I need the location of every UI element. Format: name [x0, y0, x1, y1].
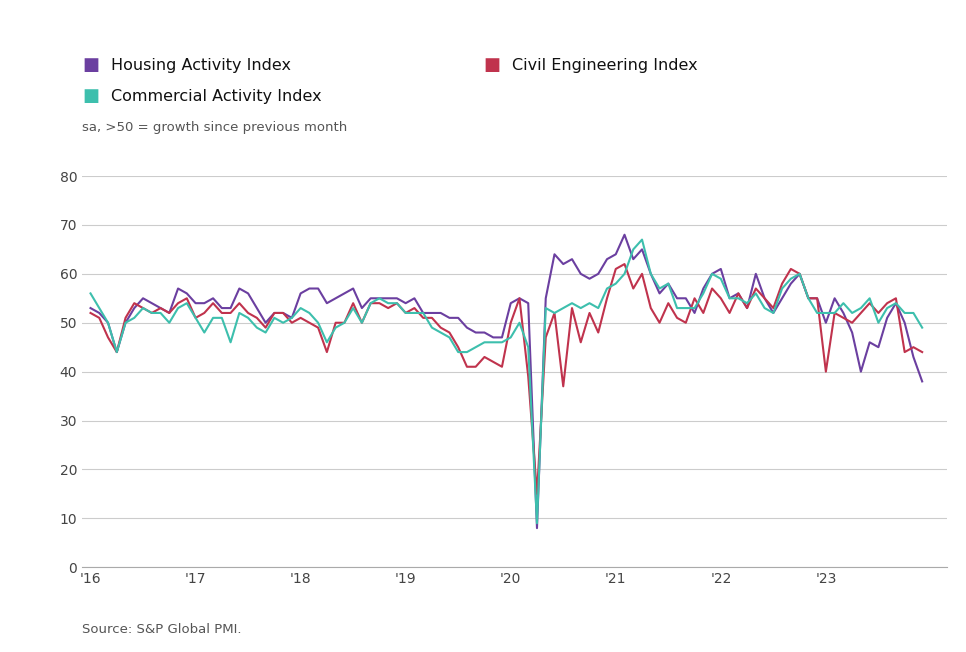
Text: ■: ■	[82, 56, 99, 74]
Text: Civil Engineering Index: Civil Engineering Index	[512, 57, 697, 73]
Text: sa, >50 = growth since previous month: sa, >50 = growth since previous month	[82, 121, 348, 134]
Text: ■: ■	[82, 87, 99, 106]
Text: Housing Activity Index: Housing Activity Index	[111, 57, 291, 73]
Text: ■: ■	[483, 56, 500, 74]
Text: Source: S&P Global PMI.: Source: S&P Global PMI.	[82, 623, 242, 636]
Text: Commercial Activity Index: Commercial Activity Index	[111, 89, 322, 104]
